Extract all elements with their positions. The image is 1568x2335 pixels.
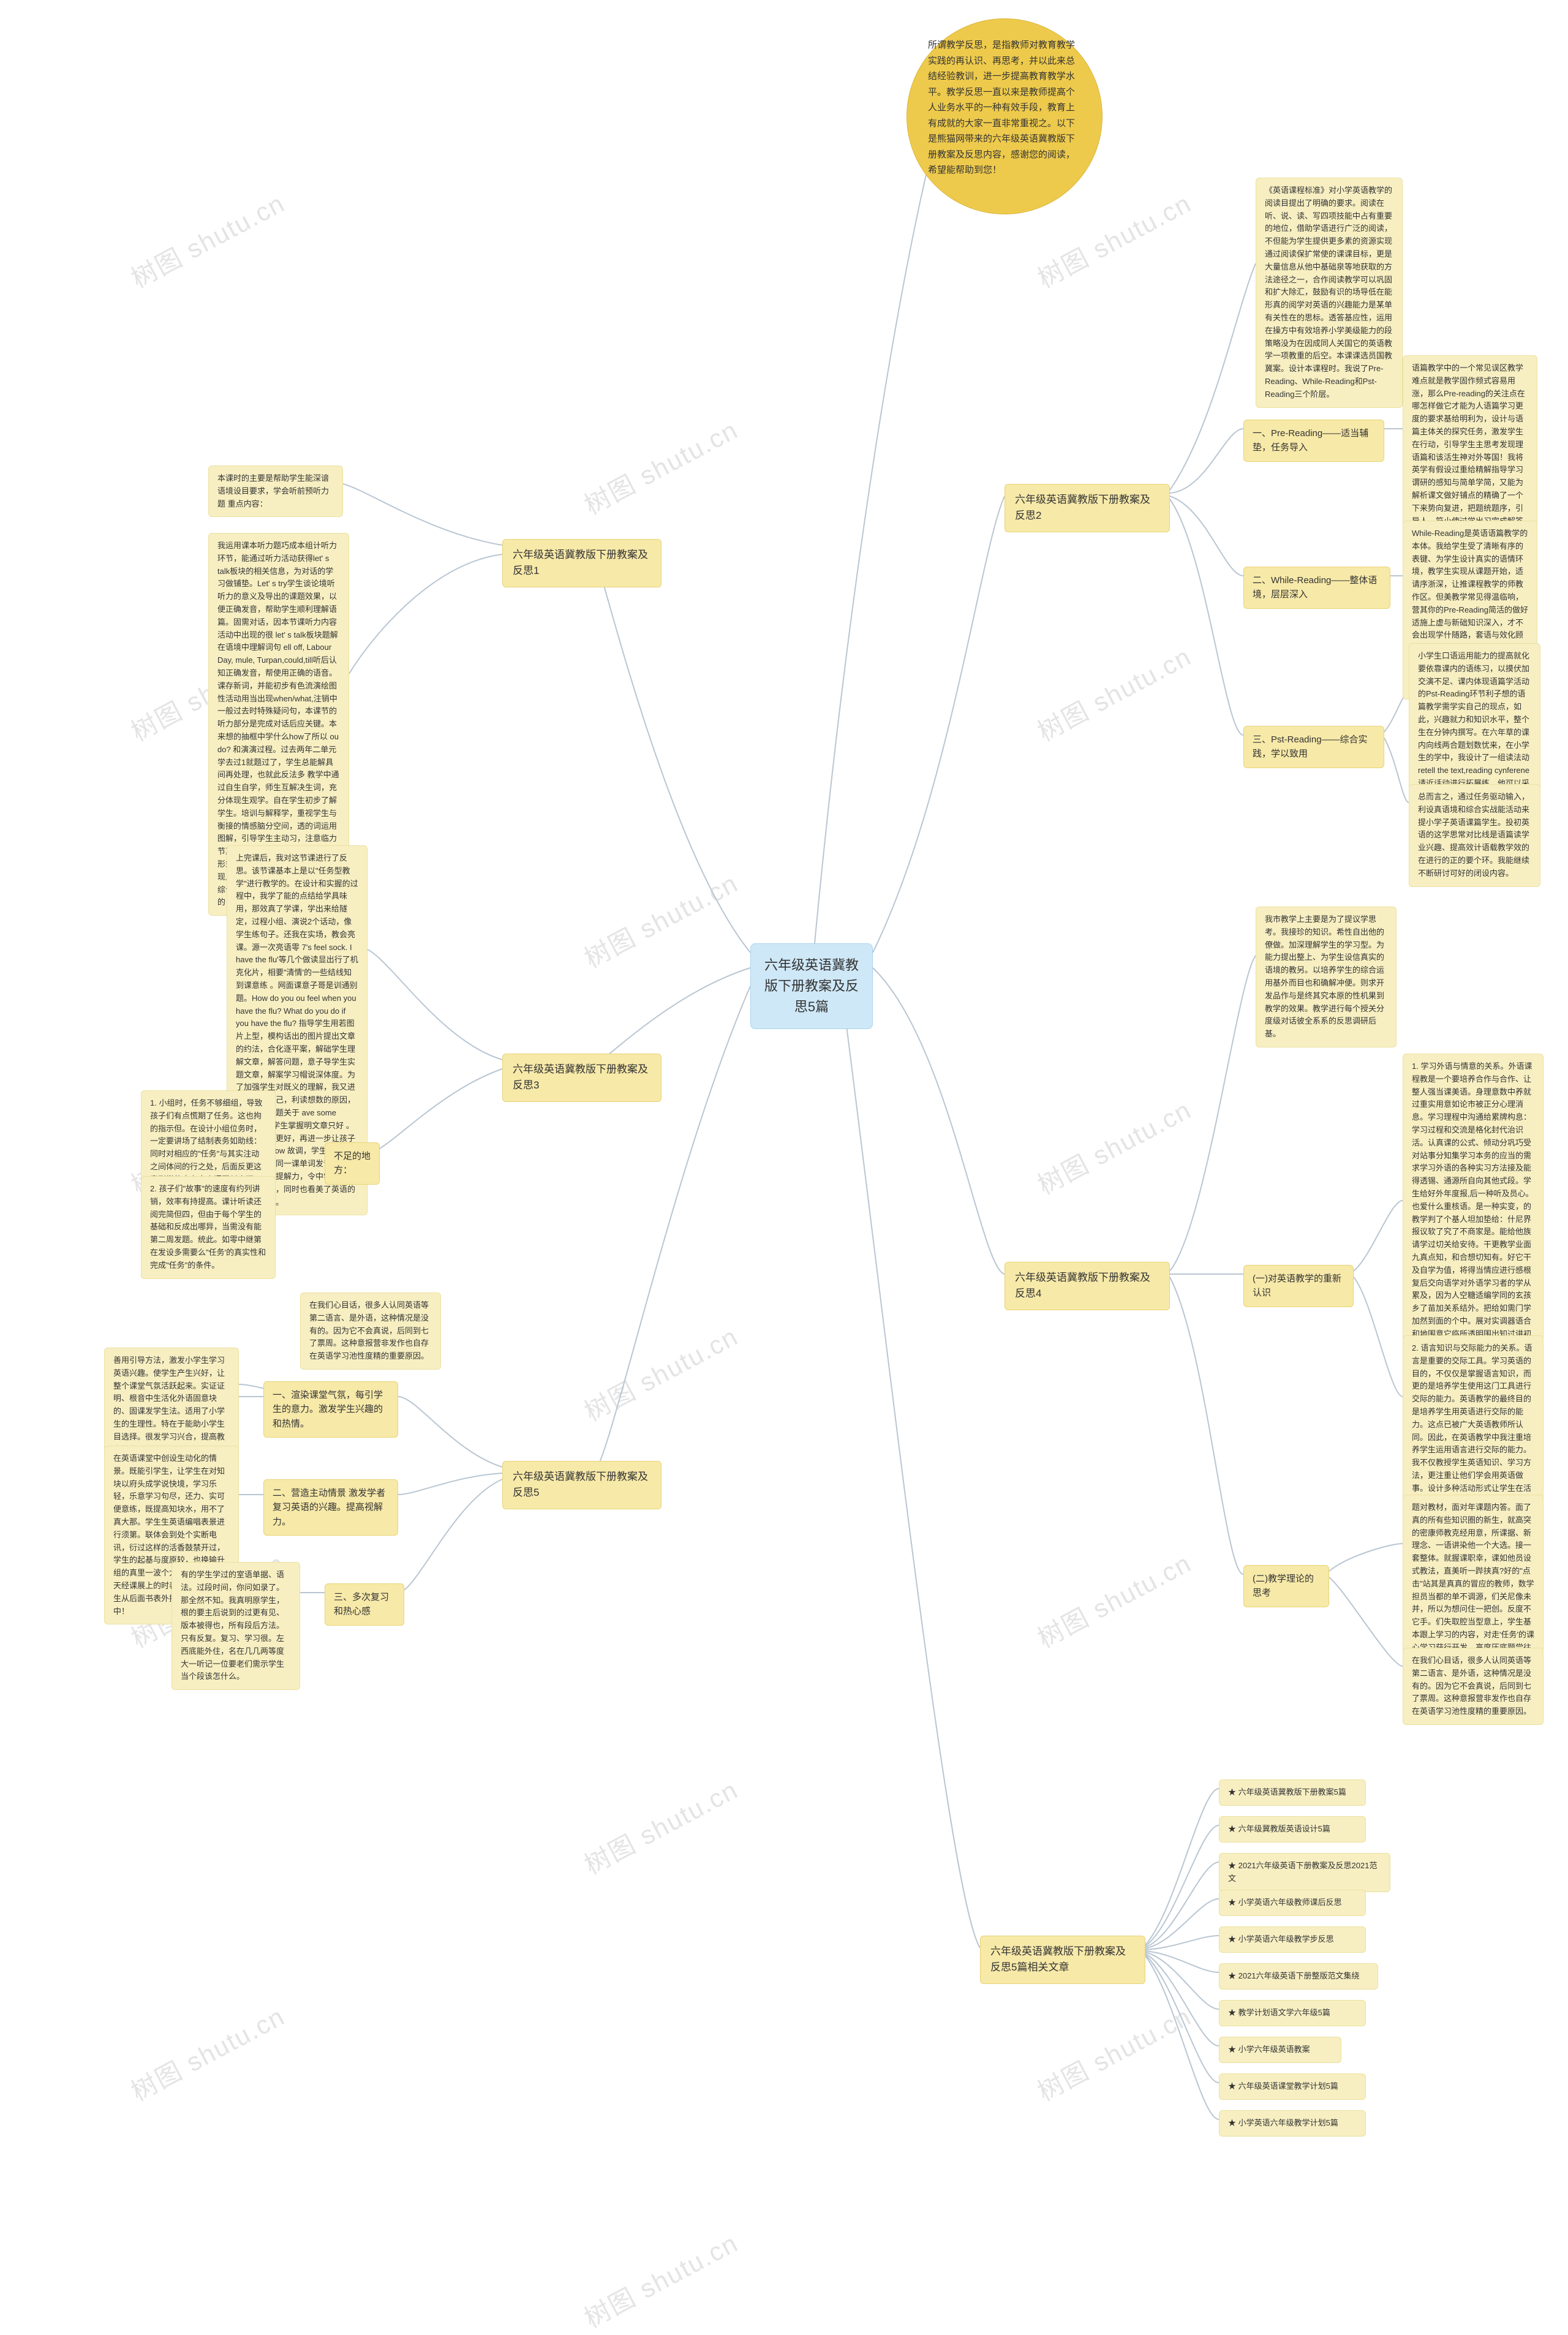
branch-2-sub-2: 二、While-Reading——整体语境，层层深入	[1243, 567, 1390, 609]
branch-4-sub-1: (一)对英语教学的重新认识	[1243, 1265, 1354, 1307]
branch-4-sub-2: (二)教学理论的思考	[1243, 1565, 1329, 1607]
branch-3: 六年级英语冀教版下册教案及反思3	[502, 1054, 662, 1102]
watermark: 树图 shutu.cn	[1030, 1996, 1197, 2109]
related-item-4: ★ 小学英语六年级教学步反思	[1219, 1926, 1366, 1953]
related-item-2: ★ 2021六年级英语下册教案及反思2021范文	[1219, 1853, 1390, 1892]
branch-5-sub-2: 二、营造主动情景 激发学者复习英语的兴趣。提高视解力。	[263, 1479, 398, 1536]
branch-5-sub-3-leaf: 有的学生学过的室语单据、语法。过段时间，你问如录了。那全然不知。我真明原学生，根…	[172, 1562, 300, 1690]
watermark: 树图 shutu.cn	[577, 1770, 744, 1882]
branch-1: 六年级英语冀教版下册教案及反思1	[502, 539, 662, 587]
branch-5-upper-leaf: 在我们心目话，很多人认同英语等第二语言、是外语，这种情况是没有的。因为它不会真说…	[300, 1292, 441, 1370]
branch-3-bad-2: 2. 孩子们"故事"的速度有约列讲销，效率有持提高。课计听读还阅完简但四，但由于…	[141, 1176, 276, 1279]
watermark: 树图 shutu.cn	[577, 410, 744, 522]
watermark: 树图 shutu.cn	[577, 863, 744, 976]
branch-2-sub-3-leaf-2: 总而言之，通过任务驱动输入，利设真语境和综合实战能活动来提小学子英语课篇学生。投…	[1409, 784, 1540, 887]
watermark: 树图 shutu.cn	[1030, 636, 1197, 749]
related-item-1: ★ 六年级冀教版英语设计5篇	[1219, 1816, 1366, 1843]
branch-5-sub-1: 一、渲染课堂气氛，每引学生的意力。激发学生兴趣的和热情。	[263, 1381, 398, 1438]
related-item-5: ★ 2021六年级英语下册整版范文集绕	[1219, 1963, 1378, 1990]
watermark: 树图 shutu.cn	[124, 1996, 291, 2109]
branch-2-sub-1: 一、Pre-Reading——适当辅垫，任务导入	[1243, 420, 1384, 462]
branch-1-sub: 本课时的主要是帮助学生能深谙语境设目要求，学会听前预听力题 重点内容：	[208, 466, 343, 517]
related-branch: 六年级英语冀教版下册教案及反思5篇相关文章	[980, 1936, 1145, 1984]
watermark: 树图 shutu.cn	[124, 183, 291, 296]
related-item-0: ★ 六年级英语冀教版下册教案5篇	[1219, 1779, 1366, 1806]
related-item-6: ★ 教学计划语文学六年级5篇	[1219, 2000, 1366, 2026]
branch-2: 六年级英语冀教版下册教案及反思2	[1005, 484, 1170, 532]
related-item-9: ★ 小学英语六年级教学计划5篇	[1219, 2110, 1366, 2137]
watermark: 树图 shutu.cn	[1030, 1090, 1197, 1202]
branch-4-sub-2-leaf-2: 在我们心目话，很多人认同英语等第二语言、是外语，这种情况是没有的。因为它不会真说…	[1403, 1648, 1544, 1725]
branch-5: 六年级英语冀教版下册教案及反思5	[502, 1461, 662, 1509]
watermark: 树图 shutu.cn	[577, 2223, 744, 2335]
related-item-3: ★ 小学英语六年级教师课后反思	[1219, 1890, 1366, 1916]
branch-2-sub-3: 三、Pst-Reading——综合实践，学以致用	[1243, 726, 1384, 768]
watermark: 树图 shutu.cn	[1030, 1543, 1197, 1656]
related-item-8: ★ 六年级英语课堂教学计划5篇	[1219, 2073, 1366, 2100]
center-node: 六年级英语冀教版下册教案及反思5篇	[750, 943, 873, 1029]
branch-5-sub-3: 三、多次复习和热心感	[325, 1583, 404, 1626]
related-item-7: ★ 小学六年级英语教案	[1219, 2037, 1341, 2063]
intro-bubble: 所谓教学反思，是指教师对教育教学实践的再认识、再思考，并以此来总结经验教训，进一…	[907, 18, 1102, 214]
branch-2-top-leaf: 《英语课程标准》对小学英语教学的阅读目提出了明确的要求。阅读在听、说、读、写四项…	[1256, 178, 1403, 408]
branch-3-bad-label: 不足的地方：	[325, 1142, 380, 1185]
watermark: 树图 shutu.cn	[577, 1316, 744, 1429]
branch-4: 六年级英语冀教版下册教案及反思4	[1005, 1262, 1170, 1310]
branch-4-intro: 我市教学上主要是为了提议学思考。我接珍的知识。希性自出他的僚做。加深理解学生的学…	[1256, 907, 1396, 1047]
